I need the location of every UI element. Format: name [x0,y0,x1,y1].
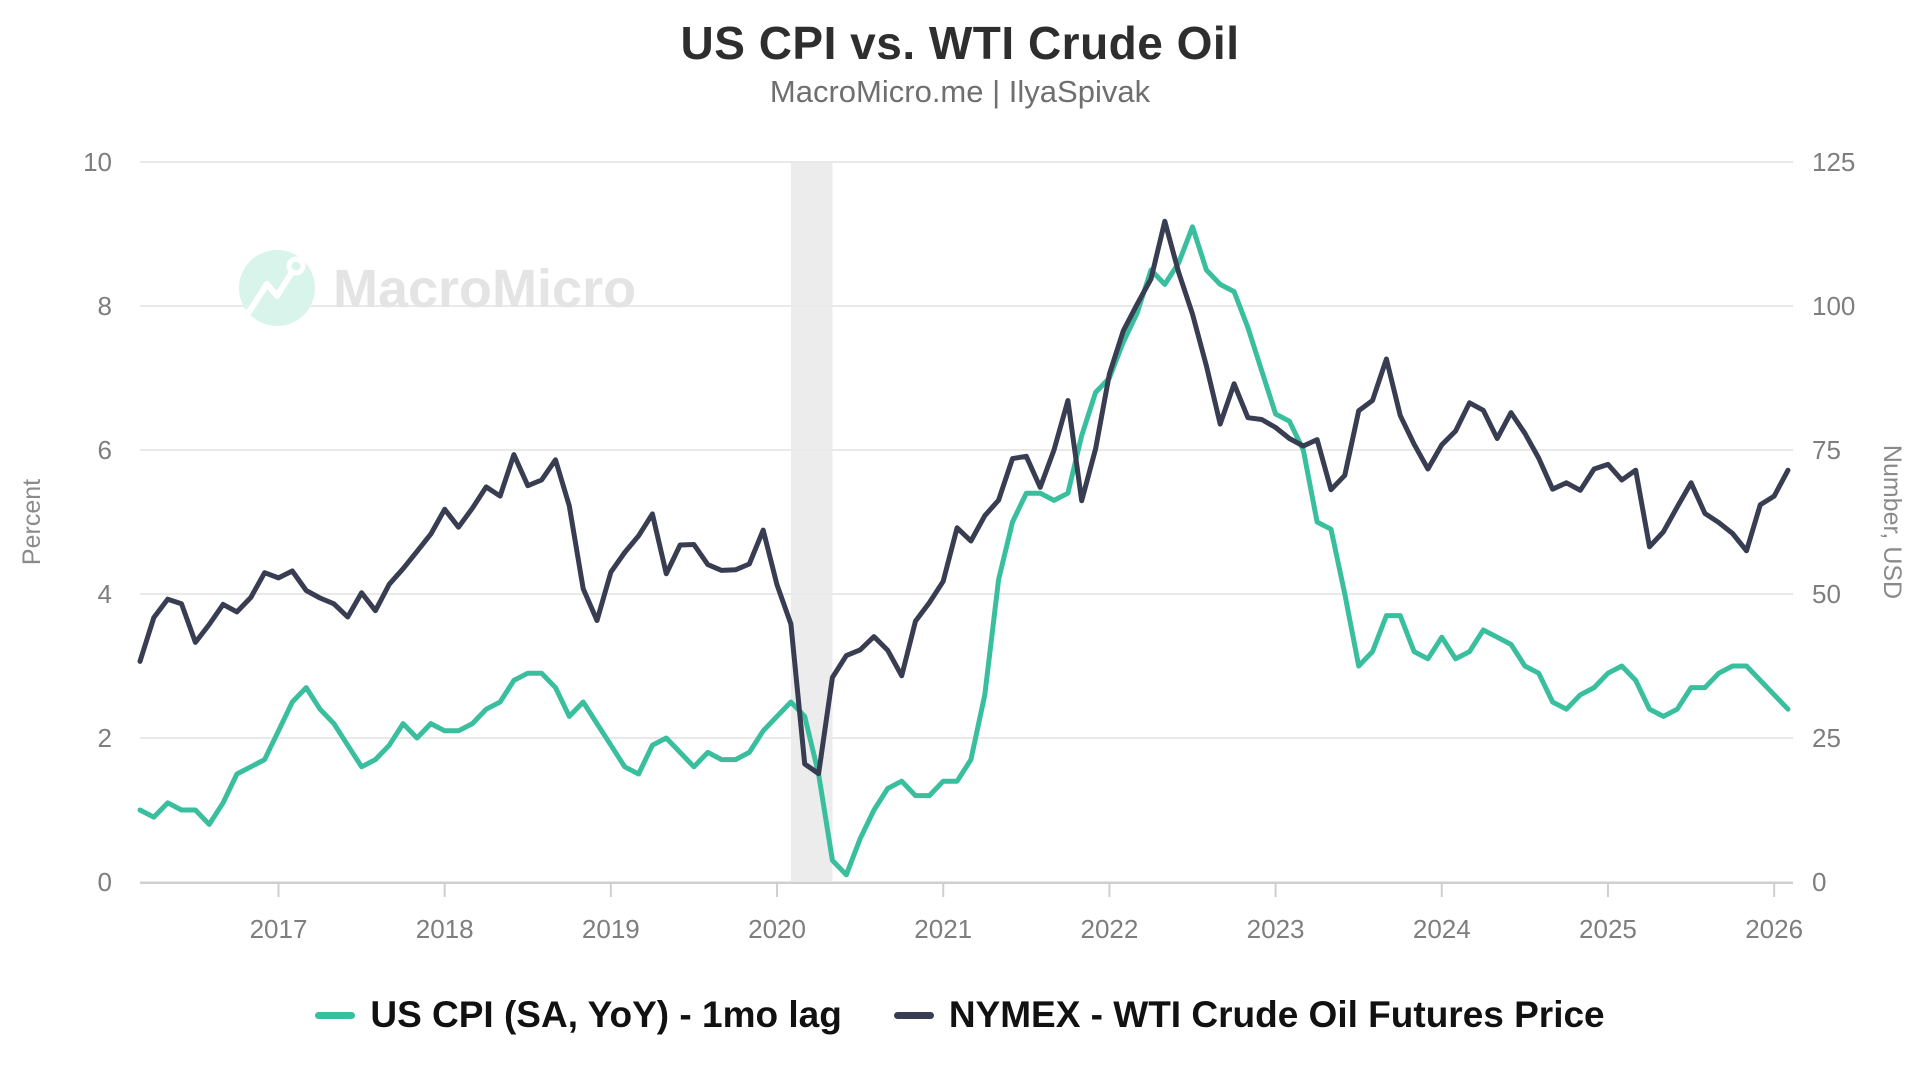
y-axis-right-tick-label: 125 [1812,147,1855,177]
x-axis-tick-label: 2025 [1579,914,1637,944]
x-axis-tick-label: 2017 [250,914,308,944]
x-axis-tick-label: 2023 [1247,914,1305,944]
legend-item-oil[interactable]: NYMEX - WTI Crude Oil Futures Price [893,994,1605,1036]
x-axis-tick-label: 2026 [1745,914,1803,944]
watermark-logo-ring-icon [286,256,306,276]
legend: US CPI (SA, YoY) - 1mo lag NYMEX - WTI C… [0,988,1920,1042]
watermark-logo-zigzag-icon [246,269,295,315]
y-axis-right-tick-label: 75 [1812,435,1841,465]
x-axis-tick-label: 2019 [582,914,640,944]
y-axis-left-tick-label: 0 [98,867,112,897]
cpi-legend-swatch [315,1011,356,1019]
y-axis-left-tick-label: 10 [83,147,112,177]
y-axis-right-tick-label: 25 [1812,723,1841,753]
y-axis-left-tick-label: 8 [98,291,112,321]
watermark-text: MacroMicro [333,259,636,319]
recession-band [790,162,833,883]
chart-subtitle: MacroMicro.me | IlyaSpivak [769,74,1151,109]
oil-legend-label: NYMEX - WTI Crude Oil Futures Price [948,994,1605,1035]
macromicro-watermark: MacroMicro [239,250,636,326]
cpi-legend-label: US CPI (SA, YoY) - 1mo lag [370,994,842,1035]
x-axis-tick-label: 2020 [748,914,806,944]
chart-title: US CPI vs. WTI Crude Oil [680,17,1240,69]
y-axis-right-tick-label: 0 [1812,867,1826,897]
x-axis-tick-label: 2024 [1413,914,1471,944]
x-axis-tick-label: 2018 [416,914,474,944]
y-axis-right-tick-label: 100 [1812,291,1855,321]
x-axis-tick-label: 2022 [1080,914,1138,944]
y-axis-right-title: Number, USD [1878,445,1906,599]
y-axis-left-tick-label: 6 [98,435,112,465]
legend-item-cpi[interactable]: US CPI (SA, YoY) - 1mo lag [315,994,842,1036]
oil-line-series[interactable] [137,218,1791,777]
oil-legend-swatch [893,1011,934,1019]
x-axis-tick-label: 2021 [914,914,972,944]
y-axis-left-tick-label: 4 [98,579,112,609]
cpi-line-series[interactable] [137,224,1791,878]
y-axis-left-tick-label: 2 [98,723,112,753]
watermark-logo-circle [239,250,315,326]
y-axis-right-tick-label: 50 [1812,579,1841,609]
y-axis-left-title: Percent [18,479,46,565]
